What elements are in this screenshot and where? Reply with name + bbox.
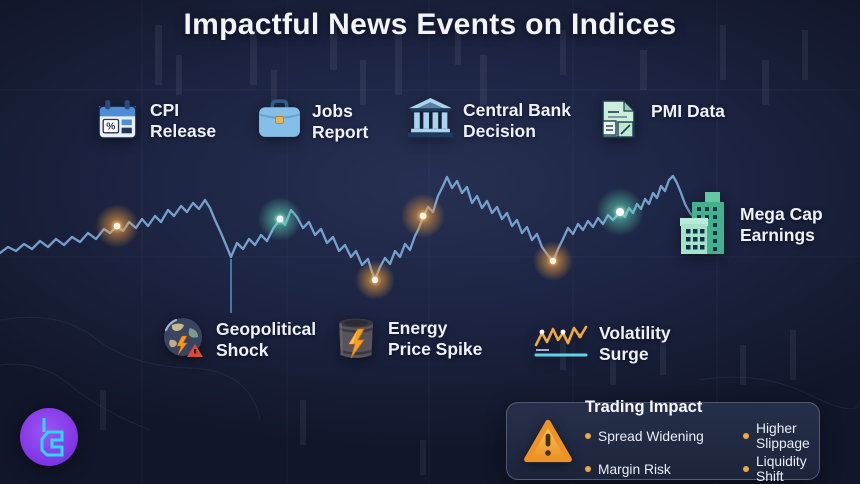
event-label: PMI Data — [651, 101, 725, 122]
event-label-line: Volatility — [599, 323, 671, 343]
bullet-dot — [585, 466, 591, 472]
event-label: Volatility Surge — [599, 323, 671, 364]
event-volatility-surge: Volatility Surge — [533, 320, 671, 364]
event-label-line: Mega Cap — [740, 204, 823, 225]
event-energy-price-spike: Energy Price Spike — [334, 315, 482, 363]
impact-item: Higher Slippage — [743, 421, 810, 451]
event-label-line: PMI Data — [651, 101, 725, 121]
event-label-line: Release — [150, 120, 217, 141]
zigzag-sparkline-icon — [533, 320, 589, 362]
event-label: Jobs Report — [312, 101, 368, 142]
briefcase-icon — [257, 98, 302, 140]
globe-lightning-warning-icon — [162, 316, 206, 360]
impact-item: Spread Widening — [585, 421, 737, 451]
trading-impact-content: Trading Impact Spread Widening Higher Sl… — [585, 398, 810, 484]
impact-item: Liquidity Shift — [743, 454, 810, 484]
event-glow-markers — [95, 188, 644, 300]
bullet-dot — [743, 433, 749, 439]
event-label-line: CPI — [150, 100, 180, 120]
brand-logo-monogram — [18, 406, 80, 468]
event-label: Geopolitical Shock — [216, 319, 316, 360]
trading-impact-list: Spread Widening Higher Slippage Margin R… — [585, 421, 810, 484]
impact-item-label: Higher Slippage — [756, 421, 810, 451]
svg-text:%: % — [106, 122, 115, 133]
event-cpi-release: % CPI Release — [95, 97, 216, 142]
office-buildings-icon — [678, 190, 730, 260]
event-jobs-report: Jobs Report — [257, 98, 368, 142]
impact-item-label: Spread Widening — [598, 428, 704, 444]
event-label-line: Jobs — [312, 101, 353, 121]
trading-impact-heading: Trading Impact — [585, 398, 703, 416]
event-central-bank-decision: Central Bank Decision — [408, 97, 571, 141]
event-label: Mega Cap Earnings — [740, 204, 823, 245]
event-label: Energy Price Spike — [388, 318, 482, 359]
event-mega-cap-earnings: Mega Cap Earnings — [678, 190, 823, 260]
bullet-dot — [743, 466, 749, 472]
bullet-dot — [585, 433, 591, 439]
trading-impact-panel: Trading Impact Spread Widening Higher Sl… — [506, 398, 820, 484]
bank-building-icon — [408, 97, 453, 139]
event-label-line: Geopolitical — [216, 319, 317, 339]
event-label-line: Price Spike — [388, 338, 483, 359]
page-title: Impactful News Events on Indices — [183, 8, 677, 41]
event-label: CPI Release — [150, 100, 216, 141]
warning-triangle-icon — [523, 418, 573, 464]
oil-barrel-lightning-icon — [334, 315, 378, 363]
event-connectors — [116, 142, 621, 332]
event-label-line: Surge — [599, 343, 649, 364]
index-price-line — [0, 174, 697, 282]
document-checklist-icon — [597, 98, 641, 142]
event-label-line: Earnings — [740, 225, 815, 245]
impact-item-label: Margin Risk — [598, 461, 671, 477]
calendar-percent-icon: % — [95, 97, 140, 142]
event-pmi-data: PMI Data — [597, 98, 725, 142]
event-label-line: Shock — [216, 339, 269, 360]
event-label-line: Central Bank — [463, 100, 571, 120]
event-label-line: Energy — [388, 318, 448, 338]
event-label-line: Decision — [463, 120, 536, 141]
event-geopolitical-shock: Geopolitical Shock — [162, 316, 316, 360]
event-label-line: Report — [312, 121, 369, 142]
impact-item-label: Liquidity Shift — [756, 454, 807, 484]
impact-item: Margin Risk — [585, 454, 737, 484]
event-label: Central Bank Decision — [463, 100, 571, 141]
